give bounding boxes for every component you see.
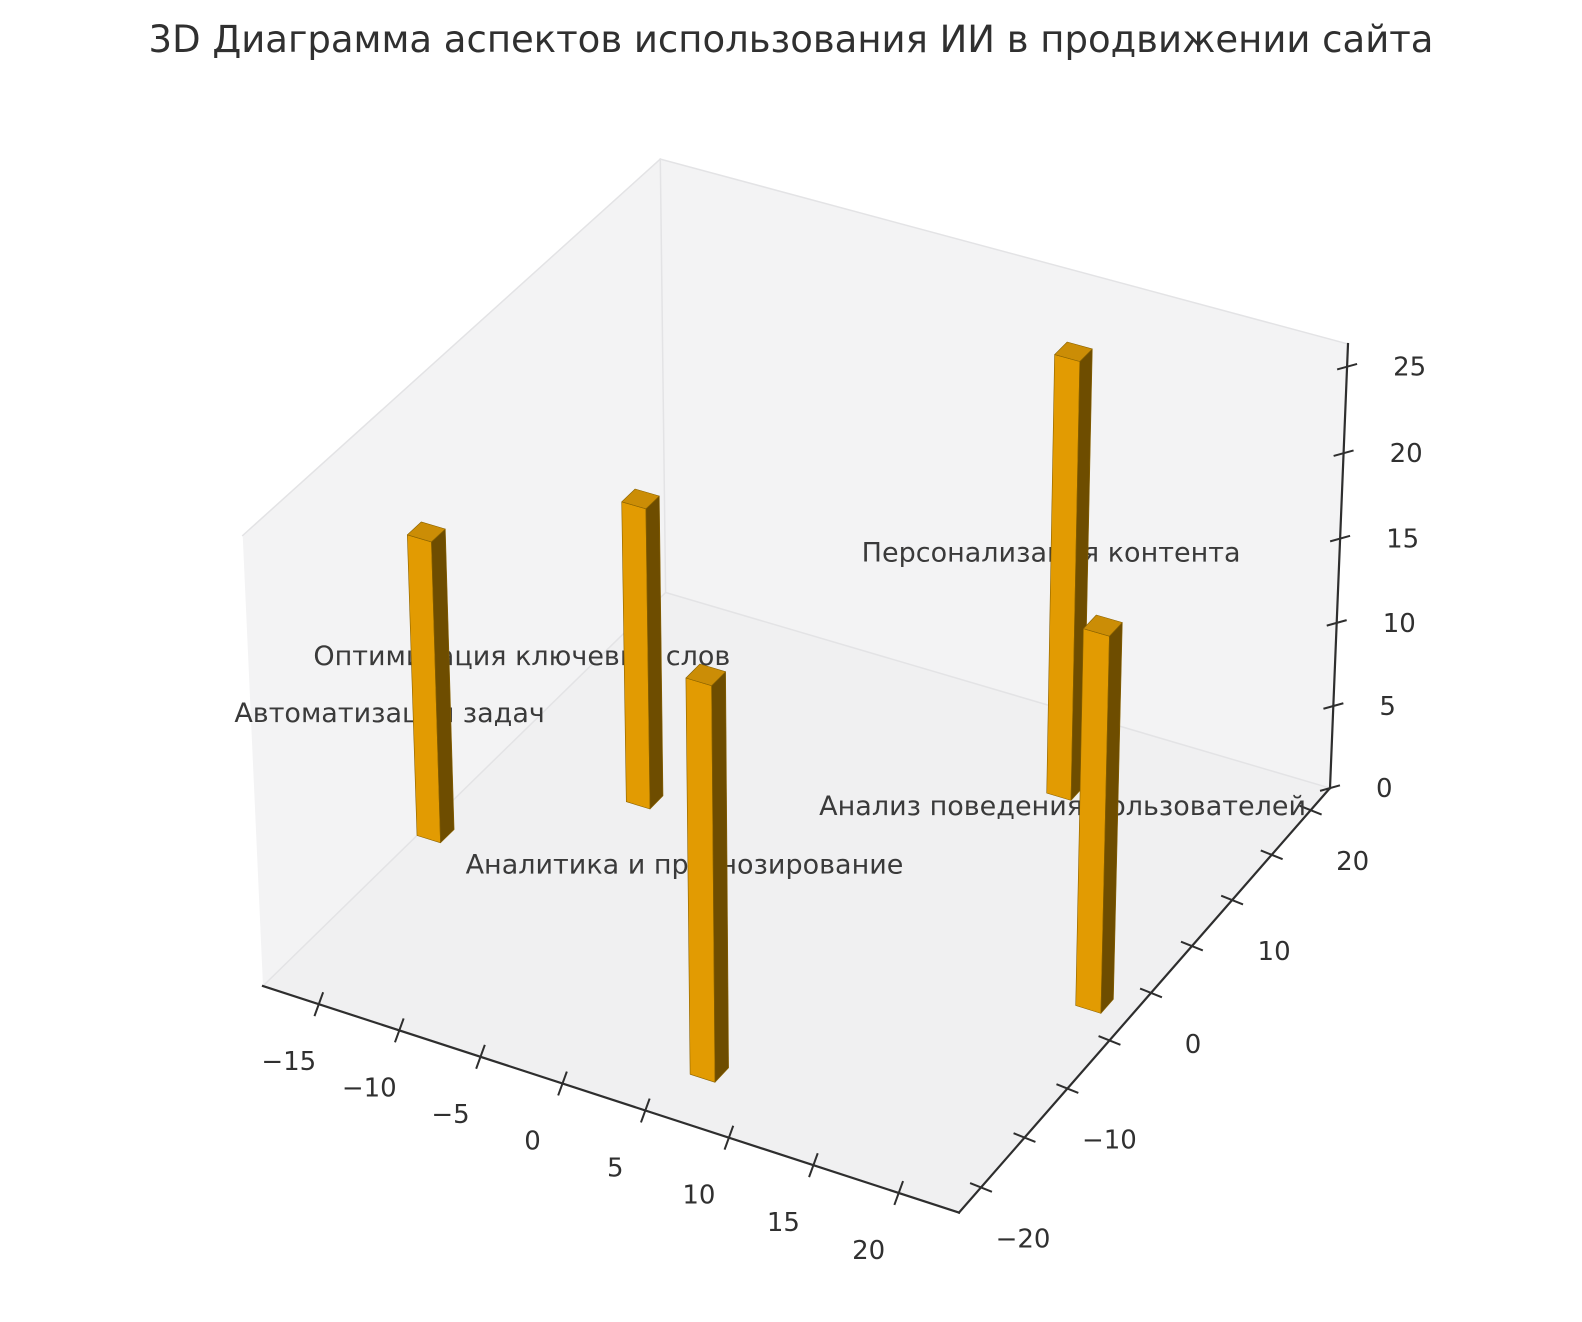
x-tick: [723, 1125, 735, 1150]
y-tick-label: −20: [996, 1224, 1051, 1254]
z-tick: [1326, 619, 1347, 627]
pane-left-wall: [242, 159, 666, 987]
x-axis-line: [261, 984, 961, 1214]
y-tick-minor: [1098, 1035, 1121, 1046]
z-tick: [1329, 534, 1351, 543]
y-tick-minor: [1260, 849, 1283, 861]
3d-scene: −15 −10 −5 0 5 10 15 20 −20 −10 0 10 20 0 5 10 15 20 25 Авт…: [234, 158, 1426, 1266]
bar-face-top: [1054, 341, 1093, 362]
z-tick: [1323, 702, 1344, 710]
x-tick: [475, 1044, 486, 1070]
y-tick: [1139, 987, 1163, 999]
y-axis-line: [957, 786, 1332, 1215]
bar-face-front: [621, 501, 651, 810]
y-tick-label: −10: [1082, 1126, 1137, 1156]
bar-face-top: [685, 663, 726, 687]
bar-label: Автоматизация задач: [234, 698, 545, 729]
z-axis-line: [1328, 342, 1350, 790]
x-tick: [808, 1152, 819, 1178]
x-tick-label: −10: [342, 1073, 397, 1103]
x-tick-label: 15: [767, 1208, 800, 1238]
z-tick-label: 5: [1379, 692, 1396, 722]
y-tick-label: 20: [1336, 847, 1369, 877]
x-tick-label: 10: [682, 1181, 715, 1211]
chart-title: 3D Диаграмма аспектов использования ИИ в…: [149, 18, 1434, 61]
pane-edge-floor-back: [664, 591, 1331, 790]
x-tick: [893, 1180, 904, 1206]
y-tick: [1056, 1083, 1079, 1094]
pane-edge-back-top: [659, 158, 1349, 345]
y-tick: [969, 1182, 993, 1193]
x-tick-label: 20: [852, 1236, 885, 1266]
bar-face-top: [1083, 614, 1123, 637]
z-tick: [1319, 784, 1341, 792]
y-tick: [1220, 894, 1244, 906]
z-tick: [1333, 449, 1354, 457]
y-tick-label: 10: [1258, 937, 1291, 967]
z-tick-label: 20: [1390, 439, 1423, 469]
z-tick-label: 10: [1383, 609, 1416, 639]
bar-face-top: [406, 521, 446, 543]
bar-label: Аналитика и прогнозирование: [466, 849, 904, 880]
x-tick-label: −5: [431, 1100, 469, 1130]
z-tick-label: 15: [1386, 525, 1419, 555]
bar-face-front: [685, 677, 716, 1083]
x-tick-label: 0: [524, 1127, 541, 1157]
x-tick: [313, 991, 325, 1017]
pane-edge-back-vertical: [659, 158, 667, 594]
bar-label: Оптимизация ключевых слов: [313, 641, 730, 672]
x-tick: [557, 1071, 568, 1096]
x-tick: [640, 1098, 651, 1123]
pane-back-wall: [660, 159, 1348, 789]
y-tick-minor: [1013, 1132, 1036, 1143]
z-tick-label: 0: [1376, 774, 1393, 804]
z-tick-label: 25: [1393, 353, 1426, 383]
x-tick-label: 5: [607, 1154, 624, 1184]
x-tick-label: −15: [261, 1047, 316, 1077]
bar-face-top: [621, 488, 660, 510]
z-tick: [1336, 362, 1358, 371]
x-tick: [394, 1018, 405, 1043]
pane-edge-floor-left: [261, 591, 667, 988]
y-tick-minor: [1180, 940, 1204, 952]
y-tick-label: 0: [1185, 1030, 1202, 1060]
pane-edge-left-top: [241, 158, 662, 537]
y-tick: [1299, 804, 1322, 816]
